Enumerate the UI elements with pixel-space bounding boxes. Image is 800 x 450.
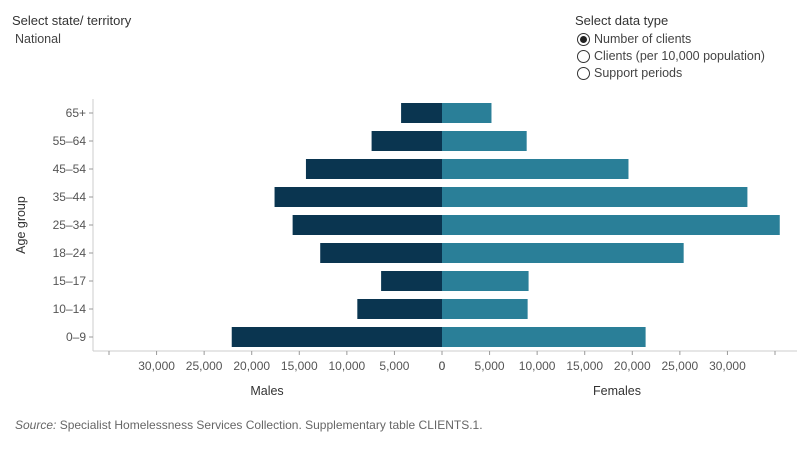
radio-clients-per-10000[interactable]: Clients (per 10,000 population) bbox=[577, 48, 765, 64]
bar-males bbox=[292, 215, 442, 235]
bar-males bbox=[305, 159, 442, 179]
bar-females bbox=[442, 159, 629, 179]
x-tick-label-males: 20,000 bbox=[233, 359, 270, 373]
y-tick-label: 18–24 bbox=[53, 246, 87, 260]
bar-females bbox=[442, 215, 780, 235]
x-tick-label-males: 30,000 bbox=[138, 359, 175, 373]
bar-females bbox=[442, 299, 528, 319]
bar-females bbox=[442, 327, 646, 347]
bar-females bbox=[442, 131, 527, 151]
source-note: Source: Specialist Homelessness Services… bbox=[15, 418, 483, 432]
radio-button-icon[interactable] bbox=[577, 49, 590, 63]
source-label: Source: bbox=[15, 418, 57, 432]
radio-label: Number of clients bbox=[594, 32, 692, 46]
x-tick-label-females: 30,000 bbox=[709, 359, 746, 373]
y-axis-title: Age group bbox=[14, 196, 28, 254]
y-tick-label: 65+ bbox=[66, 106, 86, 120]
y-tick-label: 15–17 bbox=[53, 274, 87, 288]
y-tick-label: 45–54 bbox=[53, 162, 87, 176]
population-pyramid-chart: 65+ 55–64 45–54 35–44 25–34 18–24 15–17 10–14 0–… bbox=[14, 99, 797, 398]
x-tick-label-females: 10,000 bbox=[519, 359, 556, 373]
x-axis-title-males: Males bbox=[250, 384, 283, 398]
bar-males bbox=[274, 187, 442, 207]
radio-label: Clients (per 10,000 population) bbox=[594, 49, 765, 63]
state-selector-title: Select state/ territory bbox=[12, 13, 132, 28]
bar-females bbox=[442, 103, 492, 123]
x-tick-label-females: 15,000 bbox=[566, 359, 603, 373]
bar-males bbox=[231, 327, 442, 347]
x-axis-title-females: Females bbox=[593, 384, 641, 398]
bar-females bbox=[442, 243, 684, 263]
x-tick-label-males: 15,000 bbox=[281, 359, 318, 373]
x-tick-label-males: 5,000 bbox=[379, 359, 409, 373]
bar-males bbox=[371, 131, 442, 151]
y-tick-label: 35–44 bbox=[53, 190, 87, 204]
source-text: Specialist Homelessness Services Collect… bbox=[56, 418, 483, 432]
state-selector[interactable]: National bbox=[15, 32, 61, 46]
radio-button-icon[interactable] bbox=[577, 66, 590, 80]
radio-label: Support periods bbox=[594, 66, 683, 80]
x-tick-label-males: 25,000 bbox=[186, 359, 223, 373]
data-type-selector-title: Select data type bbox=[575, 13, 669, 28]
x-tick-label-males: 10,000 bbox=[329, 359, 366, 373]
x-tick-label-females: 5,000 bbox=[475, 359, 505, 373]
x-tick-label-females: 0 bbox=[439, 359, 446, 373]
x-tick-label-males: 0 bbox=[439, 359, 446, 373]
y-tick-label: 55–64 bbox=[53, 134, 87, 148]
x-tick-label-females: 20,000 bbox=[614, 359, 651, 373]
bar-males bbox=[320, 243, 442, 263]
bar-males bbox=[381, 271, 442, 291]
radio-number-of-clients[interactable]: Number of clients bbox=[577, 31, 691, 47]
y-tick-label: 25–34 bbox=[53, 218, 87, 232]
y-tick-label: 10–14 bbox=[53, 302, 87, 316]
bar-males bbox=[357, 299, 442, 319]
radio-support-periods[interactable]: Support periods bbox=[577, 65, 682, 81]
bar-females bbox=[442, 271, 529, 291]
bar-females bbox=[442, 187, 748, 207]
y-tick-label: 0–9 bbox=[66, 330, 86, 344]
radio-button-icon[interactable] bbox=[577, 32, 590, 46]
bar-males bbox=[401, 103, 442, 123]
x-tick-label-females: 25,000 bbox=[662, 359, 699, 373]
